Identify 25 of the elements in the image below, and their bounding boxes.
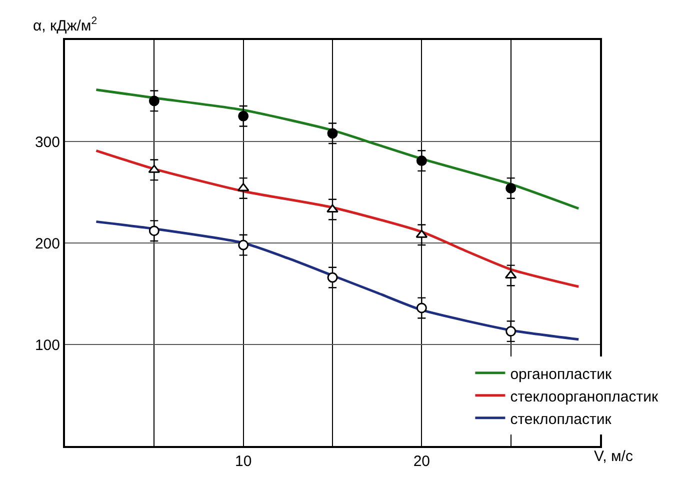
y-tick-label: 200 [34, 235, 60, 252]
legend-label: органопластик [510, 366, 612, 383]
x-tick-label: 20 [413, 453, 430, 470]
y-tick-label: 100 [34, 336, 60, 354]
line-series [94, 88, 580, 210]
point [506, 326, 516, 337]
y-axis-title: α, кДж/м$^{2}$ [33, 15, 98, 34]
y-tick-label: 300 [34, 134, 60, 151]
x-tick-label: 10 [234, 453, 252, 470]
point [237, 182, 250, 192]
x-axis-title: V, м/с [594, 448, 634, 465]
point [148, 226, 160, 236]
line-series [94, 149, 580, 288]
point [326, 204, 338, 212]
point [506, 182, 516, 194]
legend-label: стеклопластик [510, 410, 612, 428]
point [416, 302, 427, 314]
point [238, 240, 249, 250]
point [238, 110, 249, 122]
point [327, 272, 338, 283]
point [327, 128, 338, 139]
line-series [94, 220, 580, 341]
point [416, 156, 427, 166]
legend-label: стеклоорганопластик [510, 388, 658, 406]
point [148, 96, 160, 106]
